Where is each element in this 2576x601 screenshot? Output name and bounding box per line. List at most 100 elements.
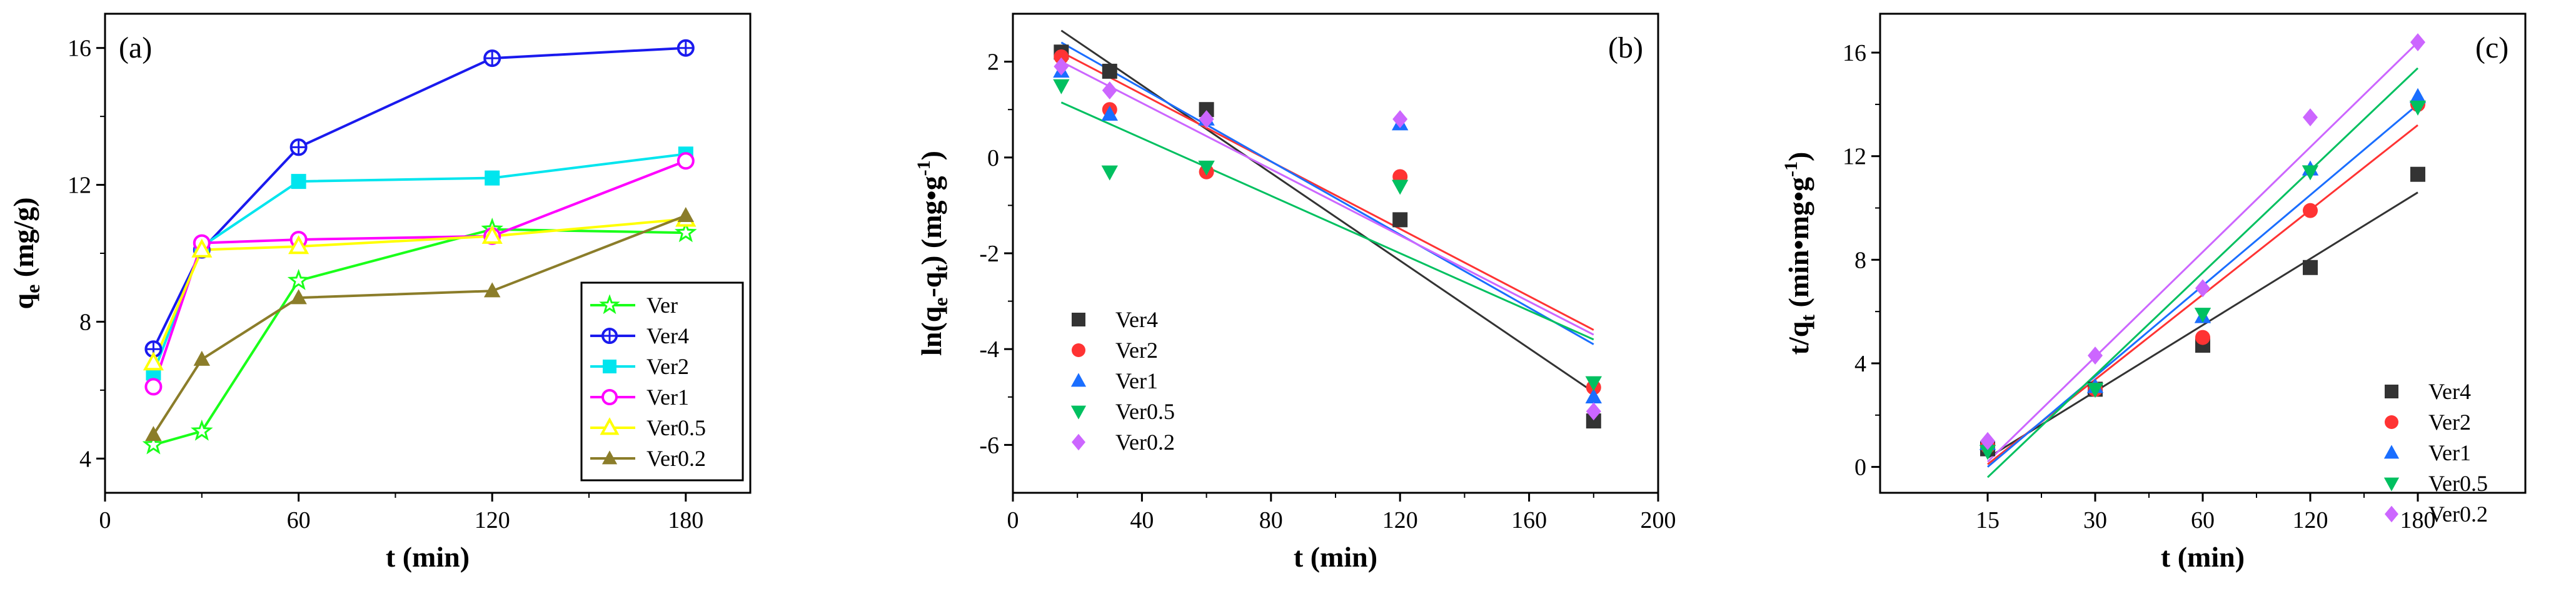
data-point — [1585, 376, 1602, 391]
x-tick-label: 15 — [1976, 507, 2000, 533]
data-point — [1102, 81, 1117, 99]
markers-Ver0.5 — [1979, 100, 2427, 460]
markers-Ver0.5 — [1053, 79, 1602, 391]
data-point — [1054, 57, 1069, 76]
series-Ver4 — [1987, 191, 2418, 459]
legend-label: Ver1 — [1115, 368, 1158, 393]
legend-label: Ver4 — [647, 323, 689, 348]
legend-marker — [2385, 385, 2398, 398]
fit-line — [1060, 101, 1594, 341]
data-point — [143, 351, 164, 371]
data-point — [2086, 383, 2104, 398]
data-point — [288, 235, 309, 255]
series-Ver0.2 — [1060, 61, 1594, 336]
legend-label: Ver0.5 — [1115, 399, 1175, 424]
legend-marker — [600, 417, 620, 435]
y-tick-label: 0 — [1854, 455, 1866, 481]
fit-line — [1986, 67, 2419, 478]
legend-label: Ver — [647, 293, 678, 318]
data-point — [289, 138, 308, 156]
markers-Ver2 — [1980, 96, 2425, 454]
x-tick-label: 80 — [1259, 507, 1283, 533]
legend-marker — [603, 360, 616, 373]
x-tick-label: 30 — [2083, 507, 2107, 533]
data-point — [1392, 179, 1409, 195]
data-point — [2195, 279, 2210, 298]
legend-marker — [2385, 505, 2398, 523]
data-point — [287, 269, 310, 290]
data-point — [191, 238, 213, 258]
data-point — [1585, 388, 1602, 403]
legend: Ver4 Ver2 Ver1 Ver0.5 Ver0.2 — [2383, 379, 2488, 527]
x-tick-label: 120 — [475, 507, 510, 533]
y-axis-title: qe (mg/g) — [8, 197, 44, 309]
data-point — [483, 49, 501, 68]
series-Ver1 — [1060, 41, 1594, 345]
y-tick-label: 0 — [987, 145, 999, 171]
y-tick-label: -6 — [979, 432, 999, 458]
data-point — [1392, 212, 1408, 228]
data-point — [145, 426, 162, 442]
y-tick-label: 8 — [1854, 247, 1866, 273]
y-tick-label: 16 — [68, 36, 91, 62]
data-point — [190, 419, 213, 441]
markers-Ver1 — [1979, 88, 2427, 450]
panel-label: (c) — [2475, 31, 2508, 64]
data-point — [1979, 445, 1996, 460]
markers-Ver0.2 — [145, 207, 694, 442]
legend-marker — [1070, 405, 1087, 420]
series-Ver2 — [1060, 51, 1594, 331]
data-point — [484, 282, 501, 298]
y-axis-title: ln(qe-qt) (mg•g-1) — [913, 151, 952, 356]
legend-marker — [601, 328, 618, 344]
y-tick-label: 4 — [1854, 351, 1866, 377]
data-point — [2303, 108, 2318, 127]
legend-marker — [1070, 373, 1087, 387]
legend-marker — [1072, 433, 1085, 451]
y-tick-label: 12 — [68, 173, 91, 199]
legend-marker — [599, 294, 620, 315]
x-tick-label: 180 — [2400, 507, 2436, 533]
series-Ver0.2 — [1986, 41, 2419, 463]
data-point — [677, 39, 695, 57]
x-tick-label: 180 — [668, 507, 703, 533]
x-tick-label: 60 — [287, 507, 311, 533]
x-tick-label: 160 — [1511, 507, 1547, 533]
y-tick-label: -4 — [979, 336, 999, 363]
legend-label: Ver0.5 — [647, 415, 706, 440]
legend-marker — [2385, 415, 2398, 429]
y-tick-label: -2 — [979, 241, 999, 267]
legend: Ver4 Ver2 Ver1 Ver0.5 Ver0.2 — [1070, 307, 1175, 455]
data-point — [2409, 100, 2427, 116]
data-point — [2195, 330, 2210, 345]
legend-label: Ver0.5 — [2428, 471, 2488, 496]
data-point — [481, 225, 503, 244]
fit-line — [1987, 191, 2418, 459]
legend: Ver Ver4 Ver2 Ver1 Ver0.5 Ver0.2 — [580, 281, 744, 482]
data-point — [1392, 110, 1408, 128]
x-tick-label: 40 — [1130, 507, 1154, 533]
fit-line — [1060, 29, 1594, 393]
chart-panel-1: 0 40 80 120 160 200 -6 -4 -2 0 2 t (min) ln(qe-qt) (… — [913, 13, 1676, 573]
data-point — [291, 174, 306, 189]
y-tick-label: 12 — [1843, 144, 1866, 170]
legend-label: Ver0.2 — [2428, 502, 2488, 527]
y-axis-title: t/qt (min•mg•g-1) — [1781, 152, 1819, 355]
data-point — [290, 289, 307, 305]
legend-label: Ver2 — [1115, 338, 1158, 363]
data-point — [2088, 346, 2103, 365]
panel-label: (b) — [1608, 31, 1643, 64]
panel-label: (a) — [119, 31, 152, 64]
legend-label: Ver0.2 — [647, 446, 706, 471]
data-point — [2410, 166, 2425, 182]
data-point — [193, 350, 210, 366]
data-point — [1102, 63, 1117, 79]
data-point — [1980, 432, 1995, 450]
x-tick-label: 120 — [2293, 507, 2328, 533]
x-tick-label: 200 — [1641, 507, 1676, 533]
data-point — [2409, 88, 2427, 103]
x-tick-label: 0 — [99, 507, 111, 533]
fit-line — [1060, 61, 1594, 336]
data-point — [1586, 402, 1601, 421]
